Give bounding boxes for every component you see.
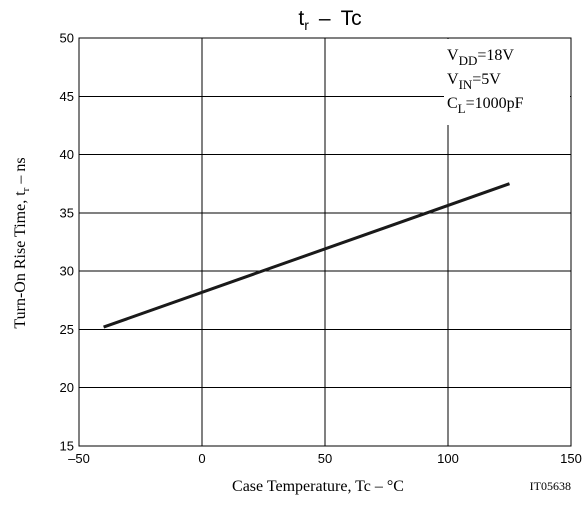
y-tick-label: 45 [60,89,74,104]
x-tick-label: –50 [68,451,90,466]
y-tick-label: 30 [60,264,74,279]
y-tick-label: 20 [60,380,74,395]
plot-frame [78,37,572,447]
condition-line: CL=1000pF [447,95,524,116]
chart-title: tr – Tc [298,7,361,33]
tick-labels: –50 0 50 100 150 15 20 25 30 35 40 45 50 [60,31,582,467]
y-tick-label: 15 [60,439,74,454]
x-axis-label: Case Temperature, Tc – °C [232,478,404,495]
x-tick-label: 50 [318,451,332,466]
series-line [103,182,510,329]
y-tick-label: 35 [60,205,74,220]
x-tick-label: 150 [560,451,582,466]
conditions-box [444,39,570,125]
condition-line: VIN=5V [447,71,501,92]
x-tick-label: 100 [437,451,459,466]
series-layer [103,182,510,329]
conditions-text: VDD=18V VIN=5V CL=1000pF [447,47,524,116]
x-tick-label: 0 [198,451,205,466]
figure-id: IT05638 [530,479,571,493]
y-tick-label: 50 [60,31,74,46]
y-axis-label: Turn-On Rise Time, tr – ns [12,157,32,328]
y-tick-label: 40 [60,147,74,162]
y-tick-label: 25 [60,322,74,337]
condition-line: VDD=18V [447,47,514,68]
